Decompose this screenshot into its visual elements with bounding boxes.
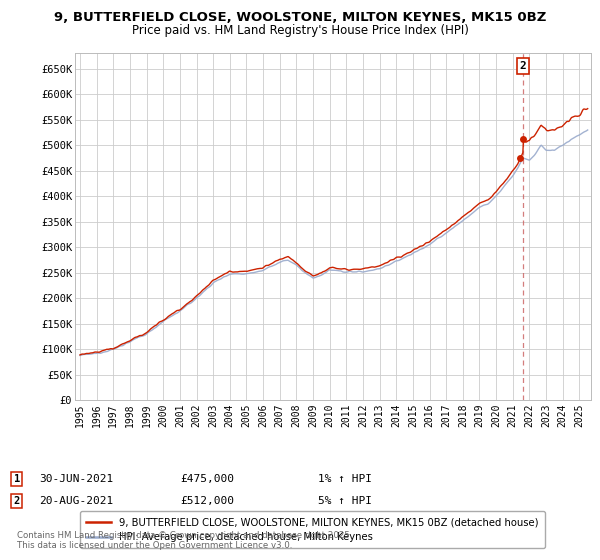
Text: 9, BUTTERFIELD CLOSE, WOOLSTONE, MILTON KEYNES, MK15 0BZ: 9, BUTTERFIELD CLOSE, WOOLSTONE, MILTON … [54,11,546,24]
Text: 30-JUN-2021: 30-JUN-2021 [39,474,113,484]
Text: £475,000: £475,000 [180,474,234,484]
Legend: 9, BUTTERFIELD CLOSE, WOOLSTONE, MILTON KEYNES, MK15 0BZ (detached house), HPI: : 9, BUTTERFIELD CLOSE, WOOLSTONE, MILTON … [80,511,545,548]
Text: 2: 2 [14,496,20,506]
Text: Price paid vs. HM Land Registry's House Price Index (HPI): Price paid vs. HM Land Registry's House … [131,24,469,37]
Text: Contains HM Land Registry data © Crown copyright and database right 2025.
This d: Contains HM Land Registry data © Crown c… [17,530,352,550]
Text: 2: 2 [520,61,527,71]
Text: 20-AUG-2021: 20-AUG-2021 [39,496,113,506]
Text: 1: 1 [14,474,20,484]
Text: £512,000: £512,000 [180,496,234,506]
Text: 1% ↑ HPI: 1% ↑ HPI [318,474,372,484]
Text: 5% ↑ HPI: 5% ↑ HPI [318,496,372,506]
